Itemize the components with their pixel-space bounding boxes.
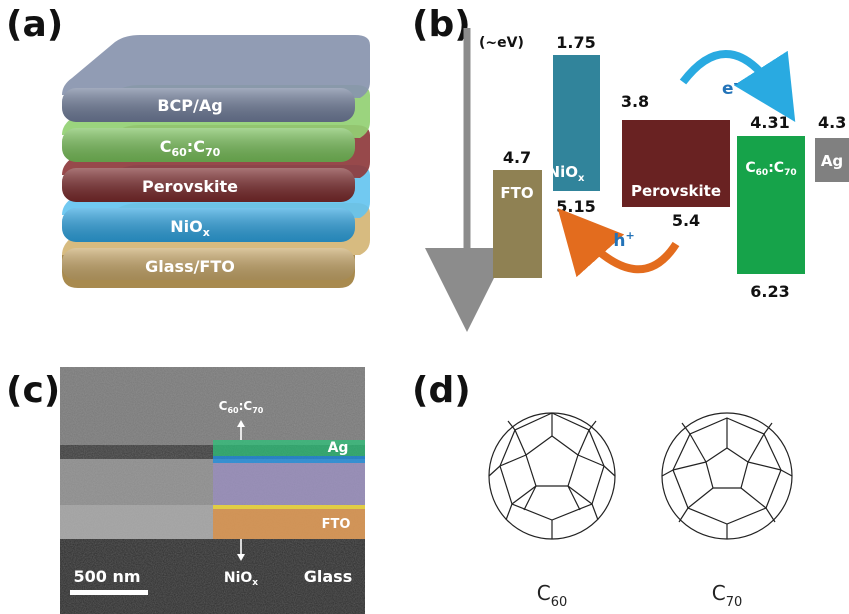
c60-c70-label: C60:C70 — [745, 160, 796, 178]
interface-overlay — [213, 505, 365, 509]
niox-overlay — [213, 456, 365, 463]
layer-label-bcp-ag: BCP/Ag — [157, 96, 222, 115]
c70-structure — [661, 412, 793, 540]
panel-label-b: (b) — [412, 4, 471, 45]
niox-label: NiOx — [548, 163, 585, 184]
ag-label: Ag — [821, 152, 843, 170]
fto-level: 4.7 — [503, 148, 531, 167]
hole-label: h+ — [613, 229, 634, 251]
sem-image: C60:C70 NiOx Ag FTO Glass 500 nm — [60, 367, 365, 614]
band-c60-c70 — [737, 136, 805, 274]
c60-c70-bottom-level: 6.23 — [750, 282, 789, 301]
electron-label: e- — [722, 77, 738, 99]
c60-caption: C60 — [537, 581, 568, 610]
fto-overlay — [213, 509, 365, 539]
perovskite-overlay — [213, 463, 365, 505]
scale-bar-label: 500 nm — [73, 567, 140, 586]
sem-fto-label: FTO — [322, 517, 351, 532]
niox-top-level: 1.75 — [556, 33, 595, 52]
ag-level: 4.3 — [818, 113, 846, 132]
panel-label-c: (c) — [6, 370, 61, 411]
perovskite-label: Perovskite — [631, 182, 721, 200]
bottom-arrow-head — [237, 554, 245, 561]
panel-label-a: (a) — [6, 4, 64, 45]
layer-label-niox: NiOx — [170, 217, 210, 239]
perovskite-top-level: 3.8 — [621, 92, 649, 111]
sem-glass-label: Glass — [304, 567, 352, 586]
electron-transfer-arrow — [679, 50, 796, 122]
fto-label: FTO — [500, 184, 533, 202]
sem-ag-label: Ag — [328, 440, 349, 456]
sem-bottom-label: NiOx — [224, 570, 258, 588]
band-ag — [815, 138, 849, 182]
layer-label-glass-fto: Glass/FTO — [145, 257, 235, 276]
scale-bar — [70, 590, 148, 595]
band-perovskite — [622, 120, 730, 207]
layer-label-c60-c70: C60:C70 — [160, 137, 221, 159]
panel-label-d: (d) — [412, 370, 471, 411]
layer-label-perovskite: Perovskite — [142, 177, 238, 196]
energy-axis-label: (~eV) — [479, 35, 524, 51]
sem-top-label: C60:C70 — [219, 399, 264, 415]
band-fto — [493, 170, 542, 278]
top-arrow-head — [237, 420, 245, 427]
band-niox — [553, 55, 600, 191]
ag-overlay — [213, 440, 365, 456]
layer-bcp-ag — [62, 35, 370, 122]
hole-transfer-arrow — [557, 208, 680, 278]
c70-caption: C70 — [712, 581, 743, 610]
perovskite-bottom-level: 5.4 — [672, 211, 700, 230]
c60-structure — [488, 412, 616, 540]
